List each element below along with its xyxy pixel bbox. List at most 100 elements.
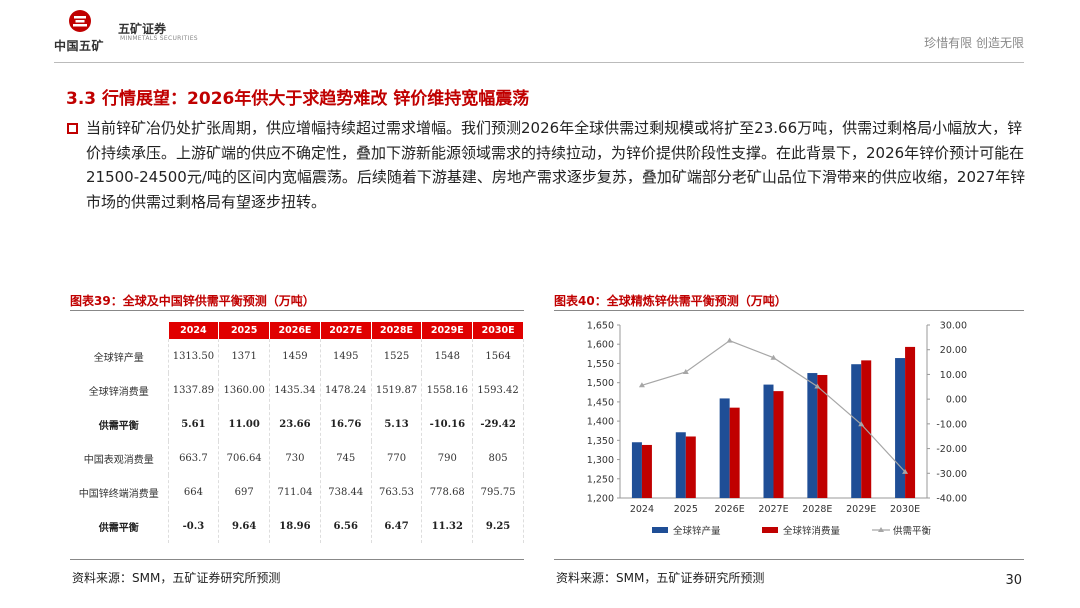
bar-production [631,442,642,498]
x-tick-label: 2024 [630,504,654,515]
table-cell: 763.53 [371,475,423,509]
balance-point [726,337,733,343]
table-header-cell: 2025 [218,322,271,339]
bar-consumption [817,374,828,498]
y-right-tick-label: -20.00 [936,444,967,455]
table-cell: -10.16 [421,407,474,441]
table-cell: 5.13 [371,407,423,441]
table-header-row: 2024 2025 2026E 2027E 2028E 2029E 2030E [70,322,524,339]
bar-production [719,398,730,498]
table-cell: 805 [472,441,524,475]
x-tick-label: 2027E [758,504,788,515]
table-cell: 790 [421,441,474,475]
y-left-tick-label: 1,500 [587,378,614,389]
table-cell: 1548 [421,339,474,373]
table-header-cell: 2028E [371,322,423,339]
summary-paragraph: 当前锌矿冶仍处扩张周期，供应增幅持续超过需求增幅。我们预测2026年全球供需过剩… [86,119,1026,211]
table-cell: 11.32 [421,509,474,543]
table-cell: 1435.34 [269,373,321,407]
balance-point [814,383,821,389]
x-tick-label: 2030E [890,504,920,515]
y-left-tick-label: 1,300 [587,455,614,466]
y-right-tick-label: 0.00 [946,395,967,406]
fig40-title: 图表40：全球精炼锌供需平衡预测（万吨） [554,294,787,308]
table-cell: 11.00 [218,407,271,441]
fig39-title: 图表39：全球及中国锌供需平衡预测（万吨） [70,294,315,308]
bar-production [895,358,906,498]
y-left-tick-label: 1,600 [587,340,614,351]
legend-swatch-marker [878,527,884,532]
balance-point [858,421,865,427]
y-left-tick-label: 1,550 [587,359,614,370]
table-row-label: 中国锌终端消费量 [70,475,169,509]
bar-consumption [905,346,916,498]
table-cell: 795.75 [472,475,524,509]
balance-point [682,368,689,374]
y-right-tick-label: -40.00 [936,494,967,505]
table-header-cell: 2024 [168,322,220,339]
table-cell: 6.47 [371,509,423,543]
fig40-title-divider [554,310,1024,311]
y-right-tick-label: 10.00 [940,370,967,381]
y-left-tick-label: 1,450 [587,397,614,408]
balance-point [902,468,909,474]
legend-swatch [652,527,668,533]
table-cell: 770 [371,441,423,475]
table-cell: 1371 [218,339,271,373]
y-left-tick-label: 1,400 [587,417,614,428]
table-header-blank [70,322,169,339]
table-cell: 23.66 [269,407,321,441]
table-row-label: 供需平衡 [70,509,169,543]
fig40-bottom-divider [554,559,1024,560]
x-tick-label: 2026E [715,504,745,515]
bullet-square-icon [67,123,78,134]
table-cell: 16.76 [320,407,372,441]
table-cell: 6.56 [320,509,372,543]
table-cell: 18.96 [269,509,321,543]
bar-production [763,384,774,498]
fig39-title-divider [70,310,524,311]
balance-point [770,354,777,360]
table-cell: 5.61 [168,407,220,441]
header-divider [54,62,1024,63]
y-left-tick-label: 1,250 [587,474,614,485]
table-row-label: 全球锌消费量 [70,373,169,407]
table-cell: 730 [269,441,321,475]
legend-label: 全球锌产量 [673,525,721,537]
bar-production [675,432,686,498]
table-cell: 1525 [371,339,423,373]
table-cell: 1459 [269,339,321,373]
table-cell: 711.04 [269,475,321,509]
y-left-tick-label: 1,200 [587,494,614,505]
table-row: 全球锌产量 1313.50 1371 1459 1495 1525 1548 1564 [70,339,524,373]
table-row: 供需平衡 -0.3 9.64 18.96 6.56 6.47 11.32 9.25 [70,509,524,543]
table-cell: 1593.42 [472,373,524,407]
table-row: 中国表观消费量 663.7 706.64 730 745 770 790 805 [70,441,524,475]
brand-name: 五矿证券 [118,22,167,36]
section-title: 3.3 行情展望：2026年供大于求趋势难改 锌价维持宽幅震荡 [66,89,530,109]
logo-text: 中国五矿 [54,39,105,53]
bar-consumption [729,407,740,498]
table-row: 中国锌终端消费量 664 697 711.04 738.44 763.53 778.68 79… [70,475,524,509]
table-cell: 9.64 [218,509,271,543]
x-tick-label: 2029E [846,504,876,515]
y-right-tick-label: -10.00 [936,419,967,430]
y-right-tick-label: 30.00 [940,321,967,332]
fig40-source: 资料来源：SMM，五矿证券研究所预测 [556,571,765,585]
x-tick-label: 2025 [674,504,698,515]
brand-subtitle: MINMETALS SECURITIES [120,35,198,42]
bar-consumption [685,436,696,498]
table-header-cell: 2026E [269,322,321,339]
bar-production [851,364,862,498]
china-minmetals-logo-icon [69,10,91,32]
table-cell: 1478.24 [320,373,372,407]
table-row: 全球锌消费量 1337.89 1360.00 1435.34 1478.24 1519.8… [70,373,524,407]
table-cell: 1519.87 [371,373,423,407]
table-cell: 1360.00 [218,373,271,407]
bar-production [807,373,818,498]
table-row-label: 供需平衡 [70,407,169,441]
table-cell: 697 [218,475,271,509]
fig39-table: 2024 2025 2026E 2027E 2028E 2029E 2030E … [70,322,524,543]
table-cell: 778.68 [421,475,474,509]
table-row-label: 全球锌产量 [70,339,169,373]
